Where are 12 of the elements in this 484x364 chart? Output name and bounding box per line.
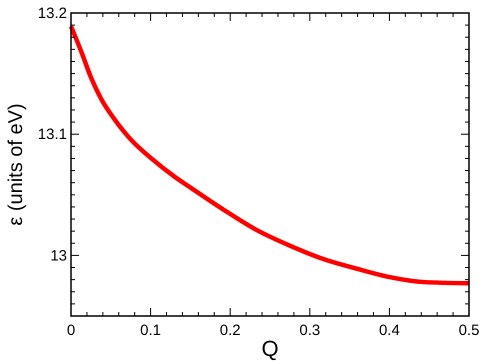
x-tick-label: 0.4	[378, 322, 400, 339]
x-tick-label: 0.3	[299, 322, 320, 339]
x-axis-title: Q	[261, 336, 279, 361]
x-tick-label: 0.2	[220, 322, 241, 339]
y-tick-label: 13	[50, 247, 67, 264]
x-tick-label: 0	[66, 322, 76, 339]
y-tick-label: 13.2	[38, 5, 67, 22]
x-tick-label: 0.1	[140, 322, 162, 339]
y-axis-title: ε (units of eV)	[5, 103, 27, 226]
y-tick-label: 13.1	[38, 126, 67, 144]
x-tick-label: 0.5	[458, 322, 480, 339]
line-series	[68, 24, 472, 286]
